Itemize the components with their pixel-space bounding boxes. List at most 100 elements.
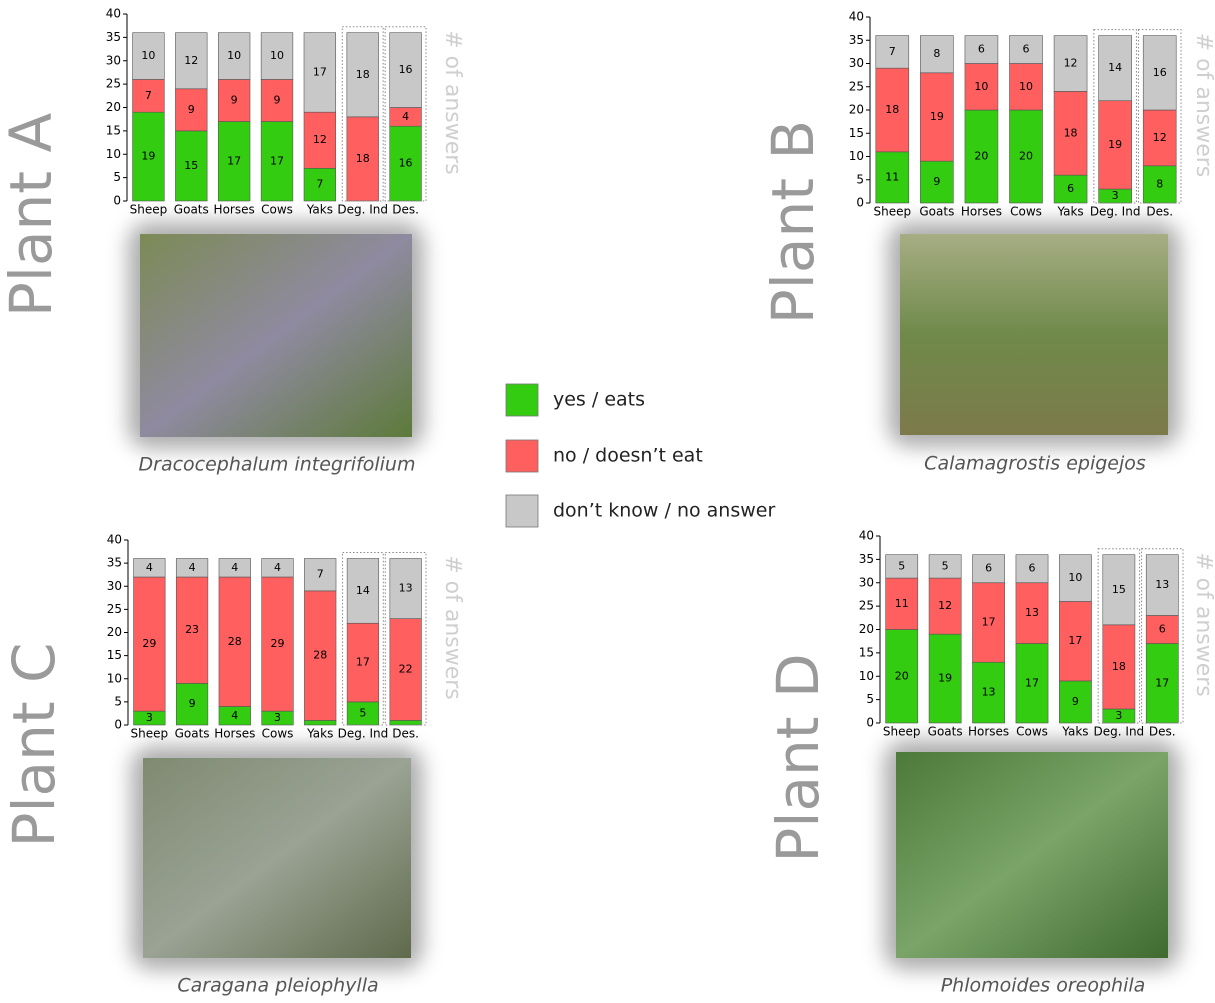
chart: Plant C# of answersCaragana pleiophylla0… — [0, 533, 465, 997]
value-label: 19 — [930, 110, 944, 123]
value-label: 4 — [189, 561, 196, 574]
value-label: 13 — [1155, 578, 1169, 591]
value-label: 12 — [184, 54, 198, 67]
y-tick-label: 10 — [859, 669, 874, 683]
value-label: 23 — [185, 623, 199, 636]
value-label: 12 — [938, 599, 952, 612]
y-tick-label: 0 — [113, 194, 121, 208]
value-label: 14 — [356, 584, 370, 597]
x-tick-label: Deg. Ind — [338, 727, 389, 741]
value-label: 16 — [399, 63, 413, 76]
photo — [140, 234, 412, 437]
value-label: 11 — [885, 170, 899, 183]
value-label: 4 — [231, 561, 238, 574]
value-label: 12 — [1153, 131, 1167, 144]
value-label: 3 — [146, 711, 153, 724]
y-axis-label: # of answers — [440, 555, 465, 700]
value-label: 13 — [399, 582, 413, 595]
x-tick-label: Horses — [214, 727, 255, 741]
x-tick-label: Horses — [968, 725, 1009, 739]
value-label: 17 — [356, 656, 370, 669]
value-label: 10 — [974, 80, 988, 93]
y-tick-label: 35 — [107, 556, 122, 570]
y-tick-label: 35 — [859, 552, 874, 566]
y-axis-label: # of answers — [1191, 552, 1215, 697]
value-label: 18 — [356, 68, 370, 81]
value-label: 3 — [274, 711, 281, 724]
value-label: 20 — [974, 150, 988, 163]
y-tick-label: 0 — [866, 716, 874, 730]
y-tick-label: 40 — [106, 7, 121, 21]
legend-label: yes / eats — [553, 389, 645, 411]
y-tick-label: 20 — [859, 622, 874, 636]
value-label: 10 — [227, 49, 241, 62]
value-label: 9 — [274, 93, 281, 106]
x-tick-label: Sheep — [130, 203, 168, 217]
value-label: 4 — [402, 110, 409, 123]
value-label: 14 — [1108, 61, 1122, 74]
value-label: 5 — [359, 706, 366, 719]
value-label: 17 — [270, 154, 284, 167]
y-tick-label: 20 — [106, 100, 121, 114]
value-label: 13 — [1025, 606, 1039, 619]
value-label: 6 — [1067, 182, 1074, 195]
x-tick-label: Deg. Ind — [1094, 725, 1145, 739]
value-label: 9 — [933, 175, 940, 188]
bar-segment — [304, 720, 336, 725]
y-tick-label: 35 — [106, 30, 121, 44]
value-label: 9 — [188, 103, 195, 116]
x-tick-label: Cows — [262, 727, 294, 741]
x-tick-label: Cows — [261, 203, 293, 217]
plant-title: Plant C — [0, 642, 68, 847]
y-tick-label: 40 — [849, 10, 864, 24]
x-tick-label: Goats — [174, 203, 209, 217]
y-tick-label: 15 — [849, 126, 864, 140]
value-label: 9 — [189, 697, 196, 710]
x-tick-label: Yaks — [306, 203, 333, 217]
value-label: 18 — [356, 152, 370, 165]
y-tick-label: 15 — [107, 648, 122, 662]
y-tick-label: 40 — [859, 529, 874, 543]
y-tick-label: 15 — [859, 645, 874, 659]
x-tick-label: Horses — [214, 203, 255, 217]
y-tick-label: 25 — [106, 77, 121, 91]
value-label: 15 — [1112, 583, 1126, 596]
x-tick-label: Yaks — [306, 727, 333, 741]
value-label: 15 — [184, 159, 198, 172]
value-label: 13 — [982, 686, 996, 699]
x-tick-label: Sheep — [883, 725, 921, 739]
value-label: 10 — [1019, 80, 1033, 93]
x-tick-label: Des. — [1149, 725, 1176, 739]
caption: Calamagrostis epigejos — [924, 453, 1146, 475]
value-label: 8 — [933, 47, 940, 60]
y-tick-label: 30 — [849, 56, 864, 70]
legend-swatch — [506, 495, 538, 527]
chart: Plant D # of answers Phlomoides oreophila 0… — [764, 529, 1215, 997]
photo — [896, 752, 1168, 958]
y-tick-label: 30 — [107, 579, 122, 593]
value-label: 18 — [1112, 660, 1126, 673]
bar-segment — [390, 720, 422, 725]
value-label: 28 — [313, 649, 327, 662]
value-label: 10 — [141, 49, 155, 62]
value-label: 20 — [895, 669, 909, 682]
x-tick-label: Yaks — [1056, 205, 1083, 219]
value-label: 3 — [1112, 189, 1119, 202]
x-tick-label: Goats — [919, 205, 954, 219]
x-tick-label: Des. — [392, 203, 419, 217]
y-tick-label: 5 — [114, 694, 122, 708]
y-tick-label: 25 — [859, 599, 874, 613]
x-tick-label: Des. — [1146, 205, 1173, 219]
value-label: 20 — [1019, 150, 1033, 163]
y-tick-label: 0 — [856, 196, 864, 210]
plant-title: Plant D — [764, 653, 832, 862]
y-tick-label: 5 — [113, 170, 121, 184]
caption: Phlomoides oreophila — [941, 975, 1146, 997]
value-label: 9 — [1072, 695, 1079, 708]
y-tick-label: 15 — [106, 123, 121, 137]
value-label: 10 — [270, 49, 284, 62]
value-label: 8 — [1156, 177, 1163, 190]
value-label: 5 — [898, 559, 905, 572]
value-label: 17 — [982, 615, 996, 628]
